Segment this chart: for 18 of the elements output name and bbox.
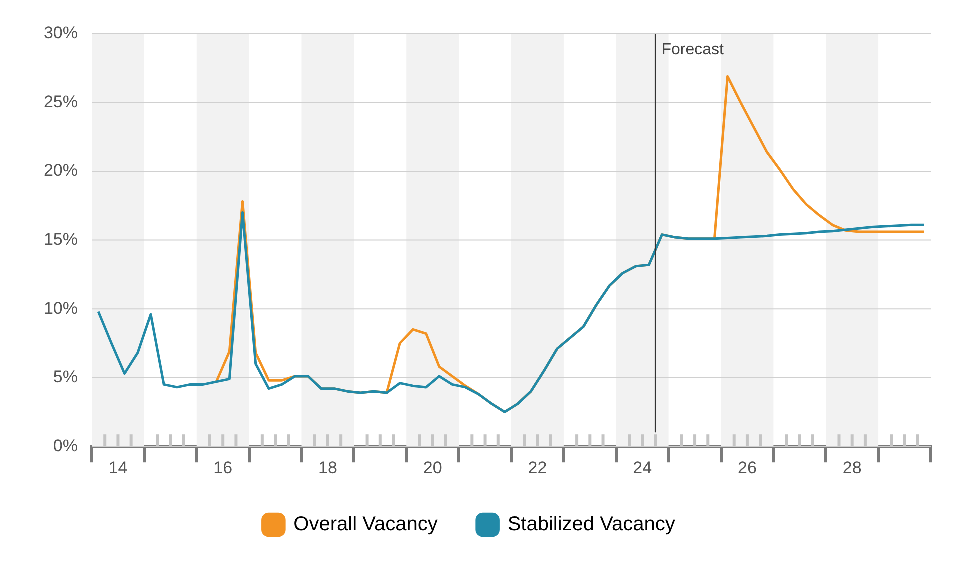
x-tick-label: 14 (108, 458, 128, 478)
legend-label: Stabilized Vacancy (508, 514, 676, 536)
y-tick-label: 20% (44, 161, 78, 180)
legend-label: Overall Vacancy (294, 514, 438, 536)
ref-line-label: Forecast (662, 41, 724, 58)
y-tick-label: 15% (44, 230, 78, 249)
x-tick-label: 28 (842, 458, 862, 478)
x-tick-label: 24 (633, 458, 652, 478)
y-tick-label: 30% (44, 24, 78, 43)
y-tick-label: 25% (44, 92, 78, 112)
y-tick-label: 0% (53, 436, 78, 456)
x-tick-label: 26 (738, 458, 757, 478)
y-tick-label: 5% (53, 368, 78, 387)
x-tick-label: 22 (528, 458, 548, 478)
x-tick-label: 18 (318, 458, 338, 478)
x-tick-label: 16 (214, 458, 233, 478)
y-tick-label: 10% (44, 298, 78, 318)
x-tick-label: 20 (423, 458, 442, 478)
